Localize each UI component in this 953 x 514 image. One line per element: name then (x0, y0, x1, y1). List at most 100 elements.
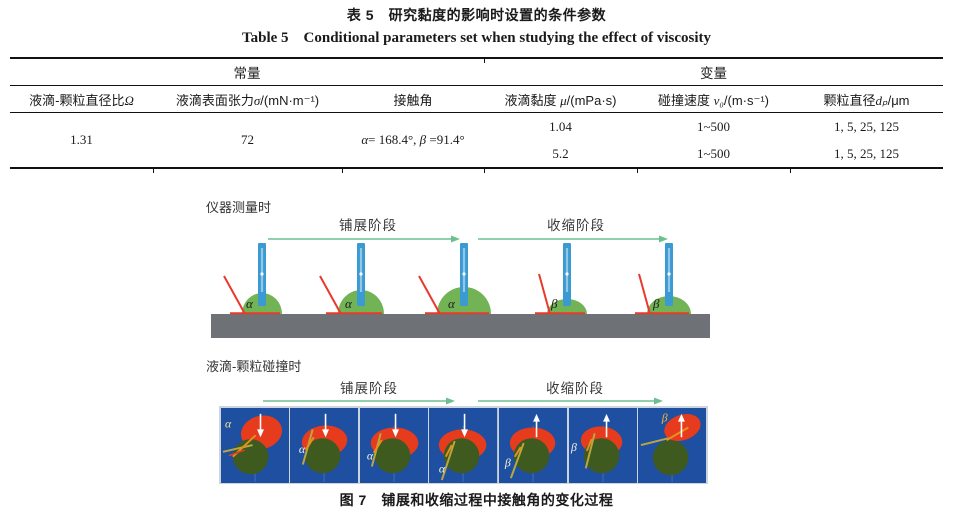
contact-angle-label: α (299, 442, 306, 455)
contact-angle-label: α (345, 296, 353, 311)
needle-dot (260, 272, 264, 276)
cell-contact-angle: α= 168.4°, β =91.4° (361, 132, 465, 147)
impact-frame: α (290, 407, 359, 483)
table-row: 5.2 1~500 1, 5, 25, 125 (10, 140, 943, 168)
table-rule-tick (484, 168, 485, 173)
tangent-line (223, 275, 246, 315)
instrument-droplet: α (418, 243, 491, 315)
phase-arrows-row-2 (263, 397, 663, 405)
needle-highlight (462, 248, 466, 292)
tangent-line (441, 440, 457, 480)
needle-dot (667, 272, 671, 276)
impact-frame: β (568, 407, 637, 483)
angle-wedge (228, 448, 245, 456)
particle (304, 437, 341, 473)
contact-angle-label: α (448, 296, 456, 311)
tangent-line (584, 432, 596, 469)
contact-angle-label: α (224, 417, 231, 430)
cell-velocity-2: 1~500 (696, 145, 731, 161)
group-header-row: 常量 变量 (10, 58, 943, 86)
contact-angle-label: α (246, 296, 254, 311)
retract-arrow-icon (478, 397, 663, 405)
tangent-line (509, 442, 525, 478)
tangent-line (222, 443, 253, 453)
col-header-surface-tension: 液滴表面张力σ/(mN·m⁻¹) (153, 85, 342, 113)
contact-angle-label: β (504, 456, 511, 469)
droplet-shape (664, 413, 701, 441)
table-row: 1.31 72 α= 168.4°, β =91.4° 1.04 1~500 1… (10, 113, 943, 148)
tangent-line (666, 426, 690, 441)
impact-section-label: 液滴-颗粒碰撞时 (206, 359, 302, 374)
cell-diameter-ratio: 1.31 (70, 132, 93, 147)
impact-frame: β (499, 407, 568, 483)
table-title-en: Table 5 Conditional parameters set when … (241, 30, 711, 46)
cell-viscosity-1: 1.04 (549, 118, 572, 134)
instrument-droplet: β (535, 243, 587, 315)
phase-label-spread-2: 铺展阶段 (340, 381, 398, 396)
tangent-line (445, 444, 454, 457)
needle-highlight (260, 248, 264, 292)
col-header-diameter-ratio: 液滴-颗粒直径比Ω (10, 85, 153, 113)
parameters-table: 常量 变量 液滴-颗粒直径比Ω 液滴表面张力σ/(mN·m⁻¹) 接触角 液滴黏… (10, 57, 943, 169)
phase-arrows-row-1 (268, 235, 668, 243)
rebound-arrow-head (533, 413, 541, 422)
phase-label-retract-1: 收缩阶段 (547, 218, 605, 233)
cell-particle-diameter-2: 1, 5, 25, 125 (834, 145, 899, 161)
tangent-line (538, 273, 551, 315)
contact-angle-label: β (550, 296, 558, 311)
contact-angle-label: β (661, 411, 668, 424)
cell-viscosity-2: 5.2 (552, 145, 569, 161)
phase-label-retract-2: 收缩阶段 (546, 381, 604, 396)
table-rule-tick (790, 168, 791, 173)
particle (232, 438, 268, 474)
table-rule-tick (484, 57, 485, 63)
impact-frame: β (638, 407, 707, 483)
instrument-droplet: α (319, 243, 384, 315)
spread-arrow-icon (263, 397, 455, 405)
table-rule-tick (637, 168, 638, 173)
column-header-row: 液滴-颗粒直径比Ω 液滴表面张力σ/(mN·m⁻¹) 接触角 液滴黏度 μ/(m… (10, 85, 943, 113)
impact-arrow-head (461, 428, 469, 437)
contact-angle-label: α (439, 462, 446, 475)
tangent-line (514, 445, 522, 457)
contact-angle-label: β (652, 296, 660, 311)
instrument-droplet: α (223, 243, 282, 315)
instrument-section-label: 仪器测量时 (206, 200, 272, 215)
tangent-line (418, 275, 441, 315)
tangent-line (305, 436, 315, 450)
cell-particle-diameter-1: 1, 5, 25, 125 (834, 118, 899, 134)
table-rule-tick (153, 168, 154, 173)
instrument-droplet: β (635, 243, 691, 315)
col-header-viscosity: 液滴黏度 μ/(mPa·s) (484, 85, 637, 113)
rebound-arrow-head (602, 413, 610, 422)
group-header-variables: 变量 (484, 58, 943, 86)
tangent-line (641, 436, 670, 446)
needle-dot (565, 272, 569, 276)
impact-arrow-head (322, 428, 330, 437)
cell-velocity-1: 1~500 (696, 118, 731, 134)
needle-highlight (565, 248, 569, 292)
needle-highlight (359, 248, 363, 292)
impact-frame: α (359, 407, 428, 483)
tangent-line (372, 439, 383, 453)
phase-label-spread-1: 铺展阶段 (339, 218, 397, 233)
contact-angle-label: β (570, 440, 577, 453)
particle (583, 437, 620, 473)
impact-frame: α (220, 407, 289, 483)
table-rule-tick (342, 168, 343, 173)
impact-frame-strip: α α α α β β β (219, 406, 708, 484)
droplet-dome (547, 299, 587, 314)
impact-frame: α (429, 407, 498, 483)
needle-highlight (667, 248, 671, 292)
needle-dot (462, 272, 466, 276)
substrate-surface (211, 314, 710, 338)
particle (374, 437, 411, 473)
contact-angle-label: α (367, 449, 374, 462)
needle-dot (359, 272, 363, 276)
col-header-particle-diameter: 颗粒直径dₚ/μm (790, 85, 943, 113)
impact-arrow-head (391, 428, 399, 437)
group-header-constants: 常量 (10, 58, 484, 86)
table-title-cn: 表 5 研究黏度的影响时设置的条件参数 (346, 7, 607, 23)
